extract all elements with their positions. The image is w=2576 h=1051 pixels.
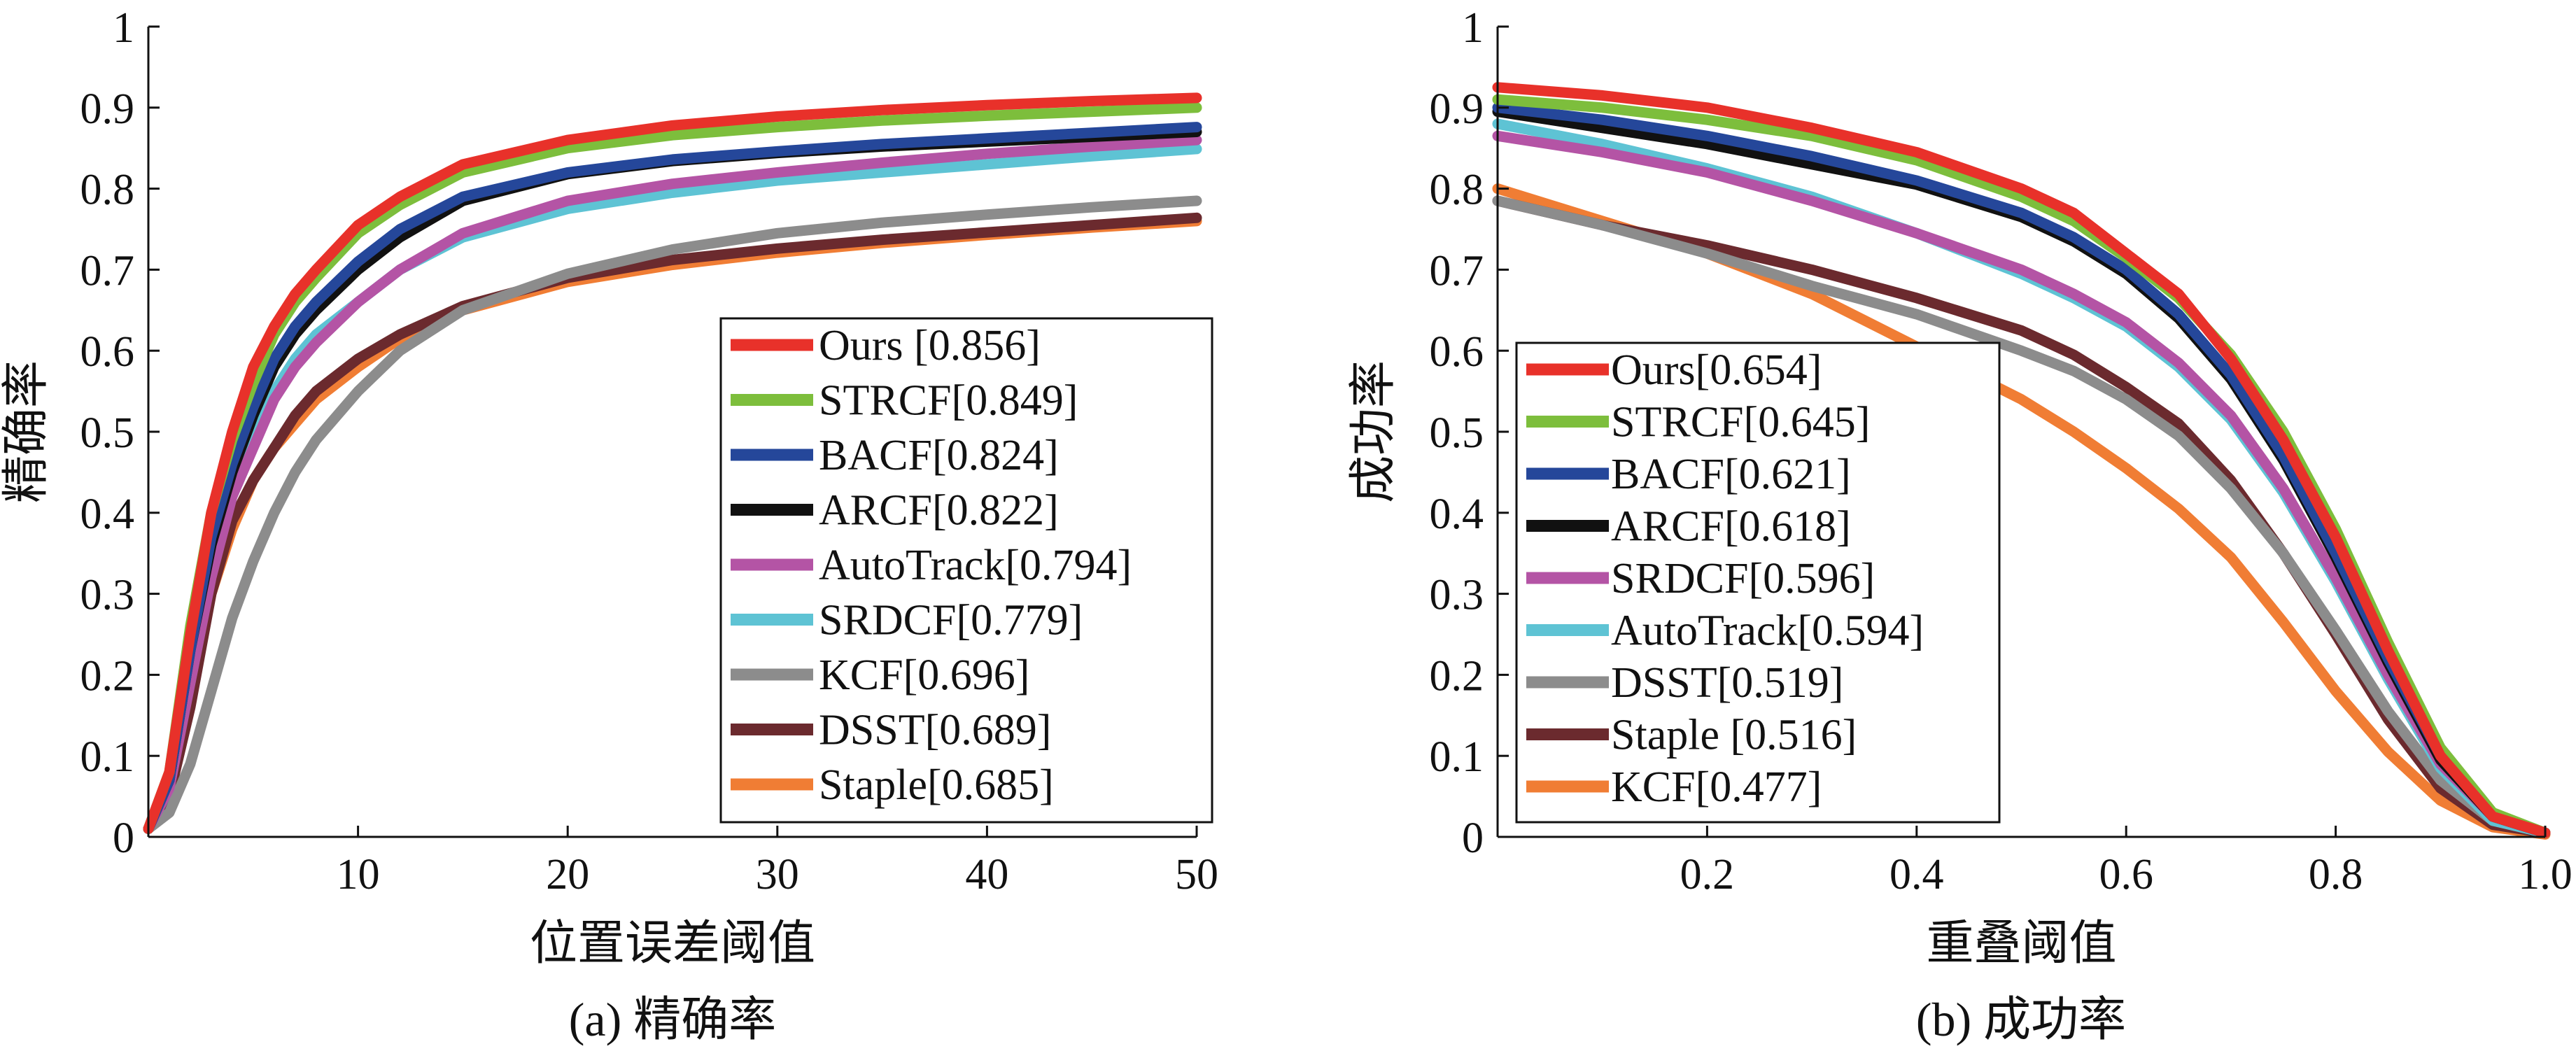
precision-x-axis-label: 位置误差阈值 — [530, 917, 815, 970]
precision-x-tick-label: 30 — [756, 851, 799, 898]
success-x-tick-label: 0.6 — [2099, 851, 2153, 898]
success-x-tick-label: 0.4 — [1889, 851, 1944, 898]
precision-y-axis-label: 精确率 — [0, 360, 52, 503]
success-series-line-0 — [1492, 82, 2551, 838]
precision-legend-label: ARCF[0.822] — [819, 487, 1059, 535]
precision-y-tick-label: 0.2 — [80, 652, 135, 700]
precision-series-line-6 — [143, 195, 1202, 834]
precision-legend: Ours [0.856] STRCF[0.849] BACF[0.824] ARCF[… — [719, 317, 1213, 824]
success-y-axis-label: 成功率 — [1346, 360, 1400, 503]
success-legend-label: ARCF[0.618] — [1611, 503, 1851, 551]
precision-y-tick-label: 0.6 — [80, 328, 135, 376]
success-legend-label: Ours[0.654] — [1611, 346, 1822, 394]
success-y-tick-label: 0.3 — [1430, 572, 1484, 619]
precision-y-tick-label: 0 — [113, 814, 134, 862]
precision-caption: (a) 精确率 — [569, 993, 776, 1046]
success-y-tick-label: 0.9 — [1430, 85, 1484, 133]
success-x-tick-label: 1.0 — [2518, 851, 2573, 898]
precision-legend-label: BACF[0.824] — [819, 432, 1059, 479]
precision-series-line-4 — [143, 134, 1202, 834]
precision-y-tick-label: 0.8 — [80, 167, 135, 214]
precision-y-tick-label: 1 — [113, 4, 134, 52]
success-legend-label: SRDCF[0.596] — [1611, 555, 1875, 602]
precision-legend-label: STRCF[0.849] — [819, 377, 1078, 425]
precision-x-tick-label: 40 — [965, 851, 1008, 898]
precision-y-tick-label: 0.7 — [80, 247, 135, 295]
success-legend-label: STRCF[0.645] — [1611, 399, 1870, 446]
precision-y-tick-label: 0.9 — [80, 85, 135, 133]
success-y-tick-label: 0 — [1462, 814, 1484, 862]
precision-legend-label: DSST[0.689] — [819, 707, 1051, 754]
success-y-tick-label: 0.6 — [1430, 328, 1484, 376]
success-legend: Ours[0.654] STRCF[0.645] BACF[0.621] ARCF[0… — [1515, 341, 2001, 824]
success-legend-label: BACF[0.621] — [1611, 451, 1851, 498]
precision-y-tick-label: 0.4 — [80, 491, 135, 538]
success-legend-label: Staple [0.516] — [1611, 712, 1857, 759]
success-legend-label: DSST[0.519] — [1611, 659, 1843, 707]
precision-y-tick-label: 0.5 — [80, 409, 135, 457]
success-y-tick-label: 0.5 — [1430, 409, 1484, 457]
success-y-tick-label: 0.4 — [1430, 491, 1484, 538]
precision-legend-label: Ours [0.856] — [819, 322, 1041, 369]
precision-y-tick-label: 0.3 — [80, 572, 135, 619]
precision-legend-label: KCF[0.696] — [819, 651, 1029, 699]
success-chart: 0 0.1 0.2 0.3 0.4 0.5 0.6 0.7 0.8 0.9 1 0.2 0.4 0.6 0.… — [1346, 4, 2573, 1046]
precision-legend-label: Staple[0.685] — [819, 761, 1054, 809]
success-y-tick-label: 0.7 — [1430, 247, 1484, 295]
success-y-tick-label: 0.1 — [1430, 733, 1484, 781]
precision-x-tick-label: 20 — [546, 851, 589, 898]
success-x-tick-label: 0.8 — [2309, 851, 2363, 898]
success-x-tick-label: 0.2 — [1680, 851, 1735, 898]
success-series-line-6 — [1492, 195, 2551, 838]
success-legend-label: AutoTrack[0.594] — [1611, 607, 1924, 655]
success-legend-label: KCF[0.477] — [1611, 763, 1822, 811]
success-y-tick-label: 1 — [1462, 4, 1484, 52]
success-y-tick-label: 0.2 — [1430, 652, 1484, 700]
success-x-axis-label: 重叠阈值 — [1926, 917, 2116, 970]
precision-y-tick-label: 0.1 — [80, 733, 135, 781]
precision-x-tick-label: 10 — [337, 851, 380, 898]
success-y-tick-label: 0.8 — [1430, 167, 1484, 214]
precision-chart: 0 0.1 0.2 0.3 0.4 0.5 0.6 0.7 0.8 0.9 1 10 20 30 40 50 位… — [0, 4, 1218, 1046]
precision-x-tick-label: 50 — [1175, 851, 1218, 898]
precision-legend-label: SRDCF[0.779] — [819, 597, 1083, 644]
precision-legend-label: AutoTrack[0.794] — [819, 542, 1132, 589]
success-caption: (b) 成功率 — [1916, 993, 2126, 1046]
precision-series-line-0 — [143, 92, 1202, 834]
